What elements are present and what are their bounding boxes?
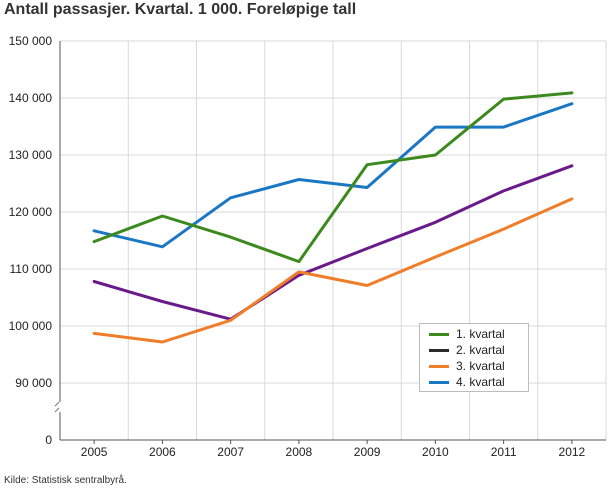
y-tick-label: 90 000 [15,376,52,390]
source-note: Kilde: Statistisk sentralbyrå. [4,475,127,486]
x-tick-label: 2008 [286,445,313,459]
legend-item-4-kvartal: 4. kvartal [429,374,528,390]
series-line-4-kvartal [92,102,574,249]
legend-swatch-2-kvartal [429,348,449,352]
x-tick-label: 2005 [81,445,108,459]
y-tick-label: 130 000 [9,148,53,162]
series-line-3-kvartal [92,197,574,344]
chart-title: Antall passasjer. Kvartal. 1 000. Forelø… [4,1,357,18]
series-line-unlabeled [92,164,574,321]
y-tick-label: 0 [45,433,52,447]
legend-item-2-kvartal: 2. kvartal [429,342,528,358]
legend-swatch-3-kvartal [429,364,449,368]
legend-swatch-4-kvartal [429,380,449,384]
legend-item-1-kvartal: 1. kvartal [429,326,528,342]
x-tick-label: 2006 [149,445,176,459]
y-tick-label: 120 000 [9,205,53,219]
axis-break-gap [54,402,66,412]
y-tick-label: 100 000 [9,319,53,333]
x-tick-label: 2009 [354,445,381,459]
legend-label-2-kvartal: 2. kvartal [456,343,505,357]
legend-label-1-kvartal: 1. kvartal [456,327,505,341]
legend-label-4-kvartal: 4. kvartal [456,375,505,389]
legend-item-3-kvartal: 3. kvartal [429,358,528,374]
y-tick-label: 150 000 [9,34,53,48]
axis-break-mark [54,401,60,413]
series-line-1-kvartal [92,91,574,264]
x-tick-label: 2012 [559,445,586,459]
y-tick-label: 110 000 [10,262,53,276]
x-tick-label: 2010 [422,445,449,459]
chart-legend: 1. kvartal 2. kvartal 3. kvartal 4. kvar… [419,323,529,392]
x-tick-label: 2011 [491,445,517,459]
y-tick-label: 140 000 [9,91,53,105]
legend-label-3-kvartal: 3. kvartal [456,359,505,373]
x-tick-label: 2007 [217,445,244,459]
line-chart: 150 000 140 000 130 000 120 000 110 000 100 0… [9,34,607,459]
legend-swatch-1-kvartal [429,332,449,336]
